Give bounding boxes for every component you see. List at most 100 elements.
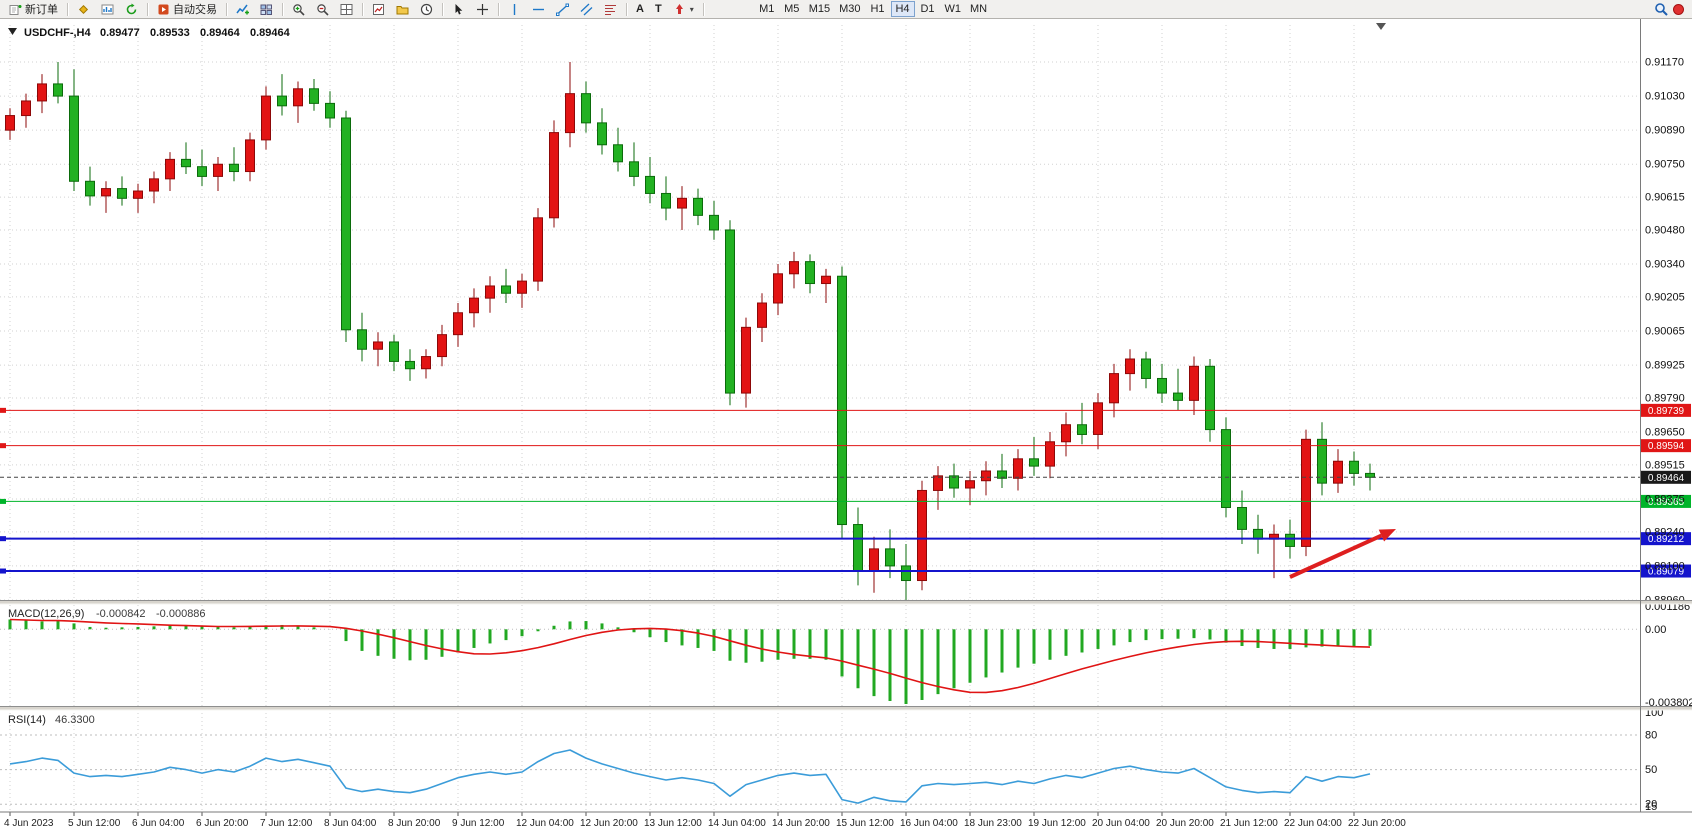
- arrow-annotation[interactable]: [1289, 529, 1396, 579]
- price-axis-label: 0.89925: [1645, 360, 1685, 372]
- price-axis-label: 0.90890: [1645, 125, 1685, 137]
- channel-icon: [580, 3, 593, 15]
- time-axis-label: 13 Jun 12:00: [644, 818, 702, 829]
- trendline-icon: [556, 3, 569, 16]
- rsi-value: 46.3300: [55, 714, 95, 726]
- timeframe-h4-button[interactable]: H4: [890, 1, 915, 17]
- time-axis-label: 21 Jun 12:00: [1220, 818, 1278, 829]
- hline-price-tag: 0.89212: [1648, 534, 1685, 545]
- price-axis-label: 0.90065: [1645, 326, 1685, 338]
- indicators-button[interactable]: [231, 1, 254, 17]
- time-axis-label: 9 Jun 12:00: [452, 818, 505, 829]
- new-order-label: 新订单: [25, 4, 58, 16]
- new-order-icon: [9, 4, 22, 15]
- time-axis-label: 22 Jun 04:00: [1284, 818, 1342, 829]
- objects-list-button[interactable]: [255, 1, 278, 17]
- time-axis-label: 8 Jun 04:00: [324, 818, 377, 829]
- autotrading-icon: [158, 4, 169, 14]
- new-order-button[interactable]: 新订单: [4, 1, 63, 17]
- clock-icon: [420, 3, 433, 15]
- timeframe-mn-button[interactable]: MN: [966, 1, 991, 17]
- rsi-axis-label: 20: [1645, 799, 1657, 811]
- time-axis-label: 4 Jun 2023: [4, 818, 54, 829]
- timeframe-h1-button[interactable]: H1: [866, 1, 890, 17]
- zoom-in-button[interactable]: [287, 1, 310, 17]
- hline-price-tag: 0.89594: [1648, 441, 1685, 452]
- macd-signal-line: [9, 618, 1371, 694]
- timeframe-m30-button[interactable]: M30: [835, 1, 864, 17]
- autotrading-label: 自动交易: [173, 4, 217, 16]
- timeframe-m5-button[interactable]: M5: [780, 1, 804, 17]
- price-axis-label: 0.90480: [1645, 224, 1685, 236]
- chart-shift-marker[interactable]: [1376, 23, 1386, 30]
- candlestick-series: [5, 62, 1375, 600]
- zoom-in-icon: [293, 3, 305, 16]
- timeframe-w1-button[interactable]: W1: [941, 1, 966, 17]
- refresh-button[interactable]: [120, 1, 143, 17]
- new-chart-icon: [373, 3, 384, 15]
- vertical-line-tool-button[interactable]: [503, 1, 526, 17]
- hline-price-tag: 0.89365: [1648, 497, 1685, 508]
- chart-symbol-period: USDCHF-,H4: [24, 27, 91, 39]
- label-tool-button[interactable]: T: [650, 1, 667, 17]
- text-tool-label: A: [636, 3, 644, 15]
- time-axis-label: 19 Jun 12:00: [1028, 818, 1086, 829]
- price-axis-label: 0.91030: [1645, 91, 1685, 103]
- cursor-icon: [455, 3, 463, 14]
- one-click-trading-arrow[interactable]: [8, 28, 17, 35]
- search-icon[interactable]: [1654, 2, 1668, 16]
- timeframe-toolbar: M1 M5 M15 M30 H1 H4 D1 W1 MN: [755, 1, 991, 17]
- profiles-icon: [396, 5, 409, 14]
- timeframe-d1-button[interactable]: D1: [916, 1, 940, 17]
- market-watch-button[interactable]: [72, 1, 95, 17]
- price-axis-label: 0.89100: [1645, 560, 1685, 572]
- timeframe-m1-button[interactable]: M1: [755, 1, 779, 17]
- price-axis-label: 0.89515: [1645, 459, 1685, 471]
- data-window-button[interactable]: [96, 1, 119, 17]
- ohlc-close: 0.89464: [250, 27, 291, 39]
- tile-windows-button[interactable]: [335, 1, 358, 17]
- price-axis-label: 0.91170: [1645, 57, 1684, 69]
- rsi-axis-label: 80: [1645, 730, 1657, 742]
- period-clock-button[interactable]: [415, 1, 438, 17]
- hline-0.89212[interactable]: 0.89212: [0, 532, 1691, 546]
- chevron-down-icon: ▾: [689, 4, 694, 14]
- fibonacci-tool-button[interactable]: [599, 1, 622, 17]
- fibonacci-icon: [605, 4, 616, 15]
- cursor-tool-button[interactable]: [447, 1, 470, 17]
- trendline-tool-button[interactable]: [551, 1, 574, 17]
- hline-0.89739[interactable]: 0.89739: [0, 403, 1691, 417]
- zoom-out-icon: [317, 3, 329, 16]
- notification-badge[interactable]: [1673, 3, 1684, 15]
- hline-0.89594[interactable]: 0.89594: [0, 439, 1691, 453]
- time-axis-label: 20 Jun 20:00: [1156, 818, 1214, 829]
- time-axis-label: 6 Jun 20:00: [196, 818, 249, 829]
- profiles-button[interactable]: [391, 1, 414, 17]
- hline-0.89079[interactable]: 0.89079: [0, 564, 1691, 578]
- price-axis-label: 0.89240: [1645, 526, 1685, 538]
- objects-list-icon: [260, 4, 272, 15]
- time-axis-label: 6 Jun 04:00: [132, 818, 185, 829]
- new-chart-button[interactable]: [367, 1, 390, 17]
- horizontal-line-tool-button[interactable]: [527, 1, 550, 17]
- channel-tool-button[interactable]: [575, 1, 598, 17]
- crosshair-tool-button[interactable]: [471, 1, 494, 17]
- rsi-axis-label: 15: [1645, 801, 1657, 813]
- zoom-out-button[interactable]: [311, 1, 334, 17]
- arrows-tool-button[interactable]: ▾: [668, 1, 699, 17]
- autotrading-button[interactable]: 自动交易: [152, 1, 222, 17]
- timeframe-m15-button[interactable]: M15: [805, 1, 834, 17]
- market-watch-icon: [78, 4, 89, 14]
- price-axis-label: 0.90615: [1645, 192, 1685, 204]
- main-toolbar: 新订单 自动交易: [0, 0, 1692, 19]
- hline-price-tag: 0.89079: [1648, 567, 1685, 578]
- hline-0.89365[interactable]: 0.89365: [0, 494, 1691, 508]
- time-axis-label: 15 Jun 12:00: [836, 818, 894, 829]
- data-window-icon: [101, 4, 114, 14]
- ohlc-open: 0.89477: [100, 27, 140, 39]
- chart-window: 0.89739 0.89594 0.89365 0.89212 0.89079 0.894…: [0, 19, 1692, 839]
- text-tool-button[interactable]: A: [631, 1, 649, 17]
- macd-value-main: -0.000842: [96, 608, 146, 620]
- vertical-line-icon: [513, 3, 516, 15]
